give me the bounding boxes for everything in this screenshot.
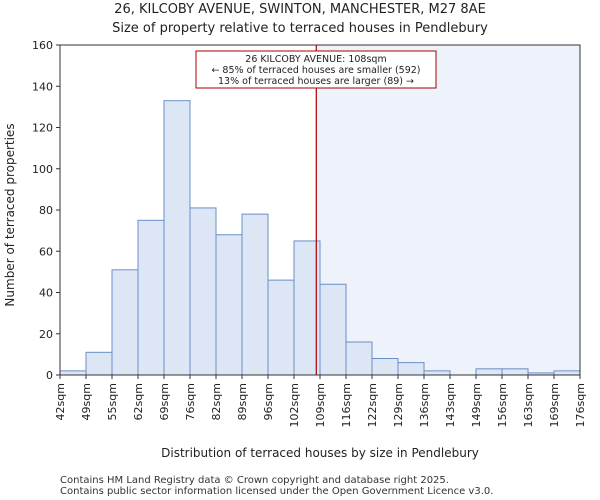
bar-76sqm xyxy=(189,207,217,376)
footer-line-1: Contains HM Land Registry data © Crown c… xyxy=(60,475,449,486)
x-tick-label-156sqm: 156sqm xyxy=(496,383,509,427)
y-tick-label: 100 xyxy=(32,163,53,176)
x-tick-label-169sqm: 169sqm xyxy=(548,383,561,427)
bar-122sqm xyxy=(371,358,399,376)
x-axis-label: Distribution of terraced houses by size … xyxy=(161,446,479,460)
x-tick-label-116sqm: 116sqm xyxy=(340,383,353,427)
y-tick-label: 20 xyxy=(39,328,53,341)
x-tick-label-122sqm: 122sqm xyxy=(366,383,379,427)
x-tick-label-62sqm: 62sqm xyxy=(132,383,145,420)
bar-69sqm xyxy=(163,100,191,376)
chart-subtitle: Size of property relative to terraced ho… xyxy=(112,21,488,36)
bar-55sqm xyxy=(111,269,139,376)
x-tick-label-82sqm: 82sqm xyxy=(210,383,223,420)
y-tick-label: 0 xyxy=(46,369,53,382)
bar-149sqm xyxy=(475,368,503,376)
bar-62sqm xyxy=(137,219,165,376)
bar-96sqm xyxy=(267,279,295,376)
bar-169sqm xyxy=(553,370,581,376)
bar-42sqm xyxy=(59,370,87,376)
bar-109sqm xyxy=(319,283,347,376)
y-tick-label: 40 xyxy=(39,287,53,300)
bar-89sqm xyxy=(241,213,269,376)
y-tick-label: 140 xyxy=(32,80,53,93)
x-tick-label-129sqm: 129sqm xyxy=(392,383,405,427)
x-tick-label-96sqm: 96sqm xyxy=(262,383,275,420)
bar-136sqm xyxy=(423,370,451,376)
x-tick-label-76sqm: 76sqm xyxy=(184,383,197,420)
bar-129sqm xyxy=(397,362,425,376)
y-axis: 0 20 40 60 80 100 120 140 160 xyxy=(32,39,60,382)
y-tick-label: 80 xyxy=(39,204,53,217)
x-tick-label-109sqm: 109sqm xyxy=(314,383,327,427)
x-tick-label-149sqm: 149sqm xyxy=(470,383,483,427)
x-tick-label-89sqm: 89sqm xyxy=(236,383,249,420)
chart-title: 26, KILCOBY AVENUE, SWINTON, MANCHESTER,… xyxy=(114,2,486,17)
footer-line-2: Contains public sector information licen… xyxy=(60,486,493,497)
annotation-line-3: 13% of terraced houses are larger (89) → xyxy=(218,76,414,87)
annotation-box: 26 KILCOBY AVENUE: 108sqm ← 85% of terra… xyxy=(195,50,437,89)
y-tick-label: 120 xyxy=(32,122,53,135)
x-tick-label-69sqm: 69sqm xyxy=(158,383,171,420)
bar-116sqm xyxy=(345,341,373,376)
bars-group xyxy=(59,100,581,376)
y-tick-label: 60 xyxy=(39,245,53,258)
highlight-region xyxy=(316,45,580,375)
bar-82sqm xyxy=(215,234,243,376)
x-tick-label-176sqm: 176sqm xyxy=(574,383,587,427)
bar-49sqm xyxy=(85,351,113,376)
y-axis-label: Number of terraced properties xyxy=(3,123,17,306)
x-tick-label-102sqm: 102sqm xyxy=(288,383,301,427)
x-tick-label-136sqm: 136sqm xyxy=(418,383,431,427)
y-tick-label: 160 xyxy=(32,39,53,52)
x-tick-label-42sqm: 42sqm xyxy=(54,383,67,420)
x-tick-label-55sqm: 55sqm xyxy=(106,383,119,420)
x-tick-label-163sqm: 163sqm xyxy=(522,383,535,427)
x-tick-label-49sqm: 49sqm xyxy=(80,383,93,420)
x-tick-label-143sqm: 143sqm xyxy=(444,383,457,427)
bar-156sqm xyxy=(501,368,529,376)
x-axis: 42sqm 49sqm 55sqm 62sqm 69sqm 76sqm 82sqm 89sqm… xyxy=(54,375,587,427)
annotation-line-1: 26 KILCOBY AVENUE: 108sqm xyxy=(245,54,386,65)
bar-102sqm xyxy=(293,240,321,376)
annotation-line-2: ← 85% of terraced houses are smaller (59… xyxy=(211,65,420,76)
